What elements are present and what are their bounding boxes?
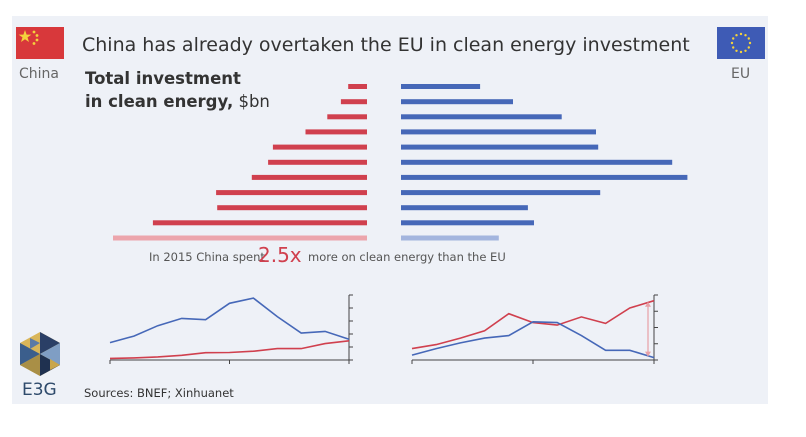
- eu-bar: [401, 84, 481, 89]
- page-title: China has already overtaken the EU in cl…: [82, 34, 690, 56]
- eu-bar: [401, 205, 528, 211]
- eu-bar: [401, 129, 596, 135]
- china-bar: [113, 235, 367, 241]
- eu-bar: [401, 114, 562, 120]
- subtitle-line2: in clean energy,: [85, 92, 234, 111]
- china-line: [411, 299, 655, 350]
- eu-flag-icon: [717, 27, 765, 59]
- china-bar: [272, 144, 367, 150]
- china-bar: [305, 129, 367, 135]
- e3g-logo-icon: [20, 332, 60, 376]
- eu-label: EU: [731, 66, 751, 82]
- eu-bar: [401, 220, 534, 226]
- china-bar: [268, 159, 367, 165]
- chart-subtitle: Total investment in clean energy, $bn: [85, 67, 270, 113]
- eu-bar: [401, 235, 499, 241]
- china-bar: [327, 114, 367, 120]
- infographic-panel: [12, 16, 768, 404]
- eu-line: [411, 320, 655, 359]
- annotation-arrow-head: [645, 301, 651, 307]
- annotation-arrow-head: [645, 351, 651, 357]
- eu-bar: [401, 190, 601, 196]
- eu-line: [109, 297, 350, 344]
- eu-bar: [401, 174, 688, 180]
- subtitle-line1: Total investment: [85, 69, 241, 88]
- eu-bar: [401, 159, 673, 165]
- china-bar: [216, 190, 367, 196]
- callout-prefix: In 2015 China spent: [149, 250, 265, 264]
- china-bar: [251, 174, 367, 180]
- eu-bar: [401, 144, 599, 150]
- china-label: China: [19, 66, 59, 82]
- china-bar: [217, 205, 367, 211]
- callout-highlight: 2.5x: [258, 243, 302, 267]
- sources-note: Sources: BNEF; Xinhuanet: [84, 386, 234, 400]
- china-flag-icon: [16, 27, 64, 59]
- callout-suffix: more on clean energy than the EU: [308, 250, 506, 264]
- china-bar: [340, 99, 367, 105]
- eu-bar: [401, 99, 513, 105]
- china-bar: [348, 84, 367, 89]
- china-bar: [152, 220, 367, 226]
- subtitle-unit: $bn: [233, 92, 270, 111]
- china-line: [109, 340, 350, 360]
- e3g-logo-text: E3G: [22, 380, 57, 400]
